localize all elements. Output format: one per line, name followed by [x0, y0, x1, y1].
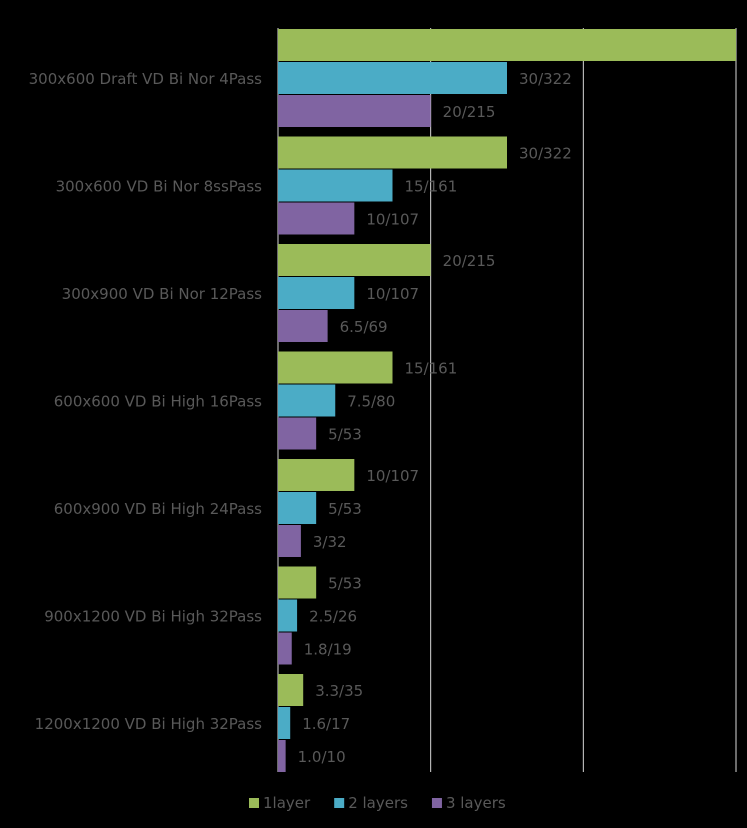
- bar-4-series-2: [278, 384, 336, 417]
- data-label-6-series-3: 1.8/19: [304, 641, 352, 659]
- bar-4-series-3: [278, 417, 317, 450]
- bar-2-series-1: [278, 136, 507, 169]
- bar-7-series-1: [278, 674, 304, 706]
- bar-5-series-2: [278, 492, 317, 524]
- bar-6-series-1: [278, 566, 317, 599]
- bar-5-series-1: [278, 459, 355, 491]
- bar-3-series-3: [278, 310, 328, 342]
- data-label-1-series-2: 30/322: [519, 70, 572, 88]
- bar-7-series-2: [278, 707, 291, 739]
- category-label-4: 600x600 VD Bi High 16Pass: [54, 393, 262, 411]
- bar-3-series-2: [278, 277, 355, 309]
- bar-7-series-3: [278, 740, 286, 772]
- bar-2-series-2: [278, 169, 393, 202]
- category-label-3: 300x900 VD Bi Nor 12Pass: [62, 285, 263, 303]
- data-label-4-series-1: 15/161: [405, 360, 458, 378]
- legend-swatch-1: [249, 798, 259, 808]
- data-label-3-series-3: 6.5/69: [340, 318, 388, 336]
- bar-6-series-3: [278, 632, 292, 665]
- data-label-7-series-3: 1.0/10: [298, 748, 346, 766]
- category-label-7: 1200x1200 VD Bi High 32Pass: [35, 715, 263, 733]
- data-label-2-series-2: 15/161: [405, 178, 458, 196]
- data-label-2-series-1: 30/322: [519, 145, 572, 163]
- bar-6-series-2: [278, 599, 298, 632]
- bar-5-series-3: [278, 525, 301, 557]
- legend-label-3: 3 layers: [446, 794, 506, 812]
- bar-4-series-1: [278, 351, 393, 384]
- data-label-2-series-3: 10/107: [366, 211, 419, 229]
- data-label-3-series-1: 20/215: [443, 252, 496, 270]
- bar-1-series-1: [278, 29, 736, 61]
- data-label-1-series-3: 20/215: [443, 103, 496, 121]
- data-label-4-series-3: 5/53: [328, 426, 362, 444]
- data-label-7-series-1: 3.3/35: [315, 682, 363, 700]
- data-label-5-series-1: 10/107: [366, 467, 419, 485]
- bar-1-series-2: [278, 62, 507, 94]
- data-label-7-series-2: 1.6/17: [302, 715, 350, 733]
- legend-swatch-2: [334, 798, 345, 808]
- category-label-6: 900x1200 VD Bi High 32Pass: [44, 608, 262, 626]
- data-label-5-series-2: 5/53: [328, 500, 362, 518]
- bar-3-series-1: [278, 244, 431, 276]
- category-label-2: 300x600 VD Bi Nor 8ssPass: [56, 178, 263, 196]
- data-label-4-series-2: 7.5/80: [347, 393, 395, 411]
- legend-label-2: 2 layers: [348, 794, 408, 812]
- category-label-5: 600x900 VD Bi High 24Pass: [54, 500, 262, 518]
- category-label-1: 300x600 Draft VD Bi Nor 4Pass: [29, 70, 263, 88]
- bar-2-series-3: [278, 202, 355, 235]
- data-label-6-series-2: 2.5/26: [309, 608, 357, 626]
- legend-swatch-3: [431, 798, 442, 808]
- bar-1-series-3: [278, 95, 431, 127]
- legend-label-1: 1layer: [263, 794, 311, 812]
- data-label-3-series-2: 10/107: [366, 285, 419, 303]
- data-label-5-series-3: 3/32: [313, 533, 347, 551]
- data-label-6-series-1: 5/53: [328, 575, 362, 593]
